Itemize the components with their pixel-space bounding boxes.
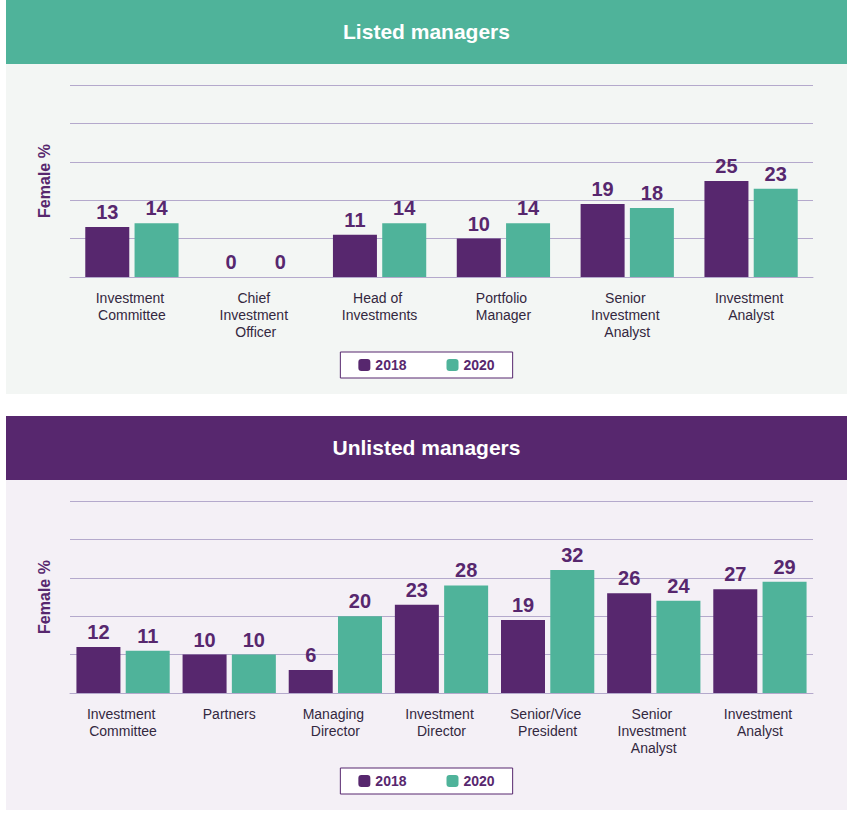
svg-text:Partners: Partners — [203, 706, 256, 722]
svg-text:13: 13 — [96, 201, 118, 223]
svg-text:14: 14 — [145, 197, 168, 219]
svg-text:Investment: Investment — [96, 290, 168, 306]
svg-text:18: 18 — [641, 182, 663, 204]
svg-text:Portfolio: Portfolio — [476, 290, 531, 306]
svg-text:Manager: Manager — [476, 307, 532, 323]
svg-text:14: 14 — [517, 197, 540, 219]
html-text:Unlisted managers: Unlisted managers — [332, 436, 521, 459]
svg-text:Analyst: Analyst — [604, 324, 650, 340]
svg-text:29: 29 — [773, 556, 795, 578]
svg-text:0: 0 — [275, 251, 286, 273]
svg-text:Committee: Committee — [98, 307, 166, 323]
svg-text:2020: 2020 — [464, 773, 495, 789]
svg-text:Managing: Managing — [303, 706, 368, 722]
svg-text:Investment: Investment — [618, 723, 690, 739]
svg-text:25: 25 — [715, 155, 737, 177]
svg-text:11: 11 — [137, 625, 158, 647]
svg-text:Director: Director — [311, 723, 360, 739]
svg-text:Head of: Head of — [353, 290, 406, 306]
svg-text:10: 10 — [468, 213, 490, 235]
svg-text:10: 10 — [243, 629, 265, 651]
svg-text:Committee: Committee — [89, 723, 157, 739]
html-text:Listed managers: Listed managers — [343, 20, 510, 43]
svg-text:Investment: Investment — [724, 706, 796, 722]
svg-text:Senior: Senior — [632, 706, 676, 722]
svg-text:Senior: Senior — [605, 290, 649, 306]
svg-text:Chief: Chief — [237, 290, 274, 306]
svg-text:23: 23 — [765, 163, 787, 185]
svg-text:12: 12 — [87, 621, 109, 643]
svg-text:23: 23 — [406, 579, 428, 601]
svg-text:32: 32 — [561, 544, 583, 566]
svg-text:Female %: Female % — [36, 560, 53, 634]
svg-text:Senior/Vice: Senior/Vice — [510, 706, 585, 722]
svg-text:Investment: Investment — [87, 706, 159, 722]
svg-text:20: 20 — [349, 590, 371, 612]
svg-text:27: 27 — [724, 563, 746, 585]
svg-text:Investment: Investment — [220, 307, 292, 323]
svg-text:2018: 2018 — [375, 773, 406, 789]
svg-text:26: 26 — [618, 567, 640, 589]
svg-text:6: 6 — [305, 644, 316, 666]
svg-text:2018: 2018 — [375, 357, 406, 373]
svg-text:Investments: Investments — [342, 307, 417, 323]
svg-text:Investment: Investment — [405, 706, 477, 722]
svg-text:10: 10 — [193, 629, 215, 651]
svg-text:14: 14 — [393, 197, 416, 219]
svg-text:24: 24 — [667, 575, 690, 597]
svg-text:28: 28 — [455, 559, 477, 581]
svg-text:Investment: Investment — [715, 290, 787, 306]
svg-text:19: 19 — [591, 178, 613, 200]
svg-text:President: President — [518, 723, 577, 739]
svg-text:Officer: Officer — [235, 324, 276, 340]
svg-text:Director: Director — [417, 723, 466, 739]
svg-text:Analyst: Analyst — [737, 723, 783, 739]
svg-text:Female %: Female % — [36, 144, 53, 218]
svg-text:11: 11 — [344, 209, 365, 231]
svg-text:0: 0 — [226, 251, 237, 273]
svg-text:Analyst: Analyst — [728, 307, 774, 323]
svg-text:2020: 2020 — [464, 357, 495, 373]
svg-text:19: 19 — [512, 594, 534, 616]
svg-text:Investment: Investment — [591, 307, 663, 323]
svg-text:Analyst: Analyst — [631, 740, 677, 756]
